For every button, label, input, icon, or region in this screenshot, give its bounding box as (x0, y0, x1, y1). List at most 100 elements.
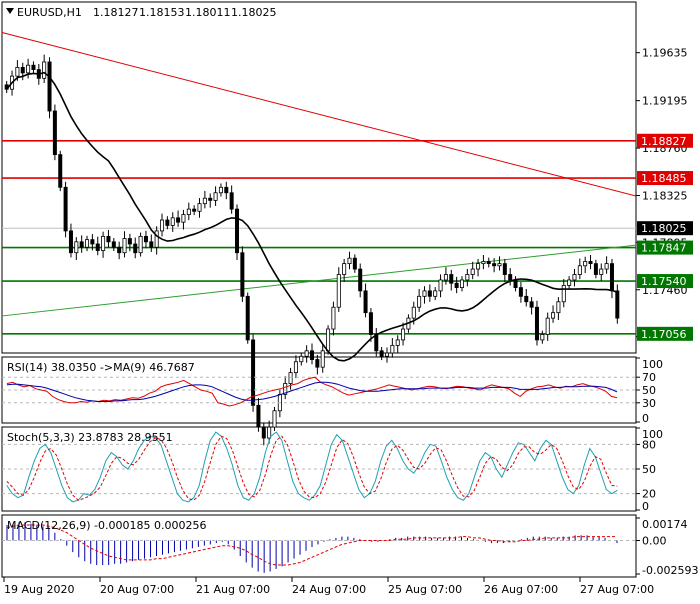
candle[interactable] (336, 267, 341, 312)
candle[interactable] (545, 312, 550, 341)
macd-panel[interactable] (1, 514, 637, 578)
candle[interactable] (176, 210, 181, 227)
candle[interactable] (111, 237, 116, 252)
candle[interactable] (390, 338, 395, 358)
candle[interactable] (470, 261, 475, 280)
candle[interactable] (213, 186, 218, 206)
candle[interactable] (47, 57, 52, 119)
candle[interactable] (154, 226, 159, 255)
candle[interactable] (320, 344, 325, 373)
candle[interactable] (352, 254, 357, 273)
candle[interactable] (202, 190, 207, 209)
candle[interactable] (502, 258, 507, 282)
candle[interactable] (615, 284, 620, 324)
candle[interactable] (272, 406, 277, 431)
candle[interactable] (122, 231, 127, 258)
candle[interactable] (459, 276, 464, 292)
candle[interactable] (561, 278, 566, 308)
candle[interactable] (143, 230, 148, 249)
candle[interactable] (31, 61, 36, 74)
candle[interactable] (331, 301, 336, 336)
candle[interactable] (52, 104, 57, 161)
candle[interactable] (572, 268, 577, 287)
candle[interactable] (524, 289, 529, 307)
candle[interactable] (395, 335, 400, 353)
candle[interactable] (218, 183, 223, 197)
candle[interactable] (106, 229, 111, 248)
candle[interactable] (508, 268, 513, 286)
candle[interactable] (476, 258, 481, 277)
candle[interactable] (224, 181, 229, 200)
candle[interactable] (465, 268, 470, 287)
candle[interactable] (556, 297, 561, 320)
candle[interactable] (197, 198, 202, 218)
descending-trendline[interactable] (1, 32, 637, 197)
candle[interactable] (347, 251, 352, 270)
candle[interactable] (368, 307, 373, 342)
candle[interactable] (68, 223, 73, 258)
candle[interactable] (186, 202, 191, 221)
candle[interactable] (427, 284, 432, 302)
candle[interactable] (101, 231, 106, 258)
candle[interactable] (63, 181, 68, 238)
candle[interactable] (42, 54, 47, 83)
candle[interactable] (492, 258, 497, 273)
candle[interactable] (481, 255, 486, 270)
candle[interactable] (149, 234, 154, 252)
candle[interactable] (117, 241, 122, 260)
candle[interactable] (540, 330, 545, 344)
candle[interactable] (79, 235, 84, 253)
candle[interactable] (593, 259, 598, 279)
candle[interactable] (208, 193, 213, 208)
collapse-icon[interactable] (6, 8, 14, 14)
candle[interactable] (261, 422, 266, 446)
candle[interactable] (379, 347, 384, 361)
candle[interactable] (160, 213, 165, 237)
candle[interactable] (138, 232, 143, 257)
candle[interactable] (58, 150, 63, 192)
candle[interactable] (240, 246, 245, 302)
candle[interactable] (95, 236, 100, 256)
candle[interactable] (449, 269, 454, 291)
candle[interactable] (90, 234, 95, 251)
candle[interactable] (309, 343, 314, 365)
candle[interactable] (245, 292, 250, 344)
ascending-trendline[interactable] (1, 244, 637, 317)
candle[interactable] (299, 352, 304, 366)
candle[interactable] (604, 256, 609, 274)
candle[interactable] (133, 237, 138, 259)
candle[interactable] (384, 347, 389, 363)
candle[interactable] (127, 233, 132, 252)
candle[interactable] (417, 289, 422, 312)
candle[interactable] (74, 237, 79, 261)
candle[interactable] (422, 286, 427, 304)
candle[interactable] (20, 62, 25, 81)
candle[interactable] (588, 255, 593, 270)
candle[interactable] (170, 212, 175, 232)
candle[interactable] (235, 204, 240, 261)
candle[interactable] (534, 300, 539, 346)
candle[interactable] (599, 263, 604, 281)
candle[interactable] (304, 345, 309, 363)
candle[interactable] (529, 297, 534, 315)
candle[interactable] (486, 257, 491, 268)
candle[interactable] (288, 367, 293, 391)
candle[interactable] (256, 398, 261, 432)
candle[interactable] (165, 216, 170, 230)
candle[interactable] (567, 276, 572, 290)
candle[interactable] (583, 256, 588, 274)
candle[interactable] (551, 305, 556, 323)
candle[interactable] (438, 274, 443, 298)
candle[interactable] (315, 354, 320, 375)
candle[interactable] (454, 276, 459, 294)
candle[interactable] (443, 267, 448, 285)
candle[interactable] (433, 287, 438, 301)
candle[interactable] (26, 58, 31, 79)
candle[interactable] (577, 258, 582, 280)
candle[interactable] (358, 263, 363, 298)
candle[interactable] (181, 209, 186, 230)
candle[interactable] (192, 205, 197, 216)
candle[interactable] (363, 283, 368, 318)
candle[interactable] (518, 282, 523, 303)
candle[interactable] (497, 256, 502, 271)
